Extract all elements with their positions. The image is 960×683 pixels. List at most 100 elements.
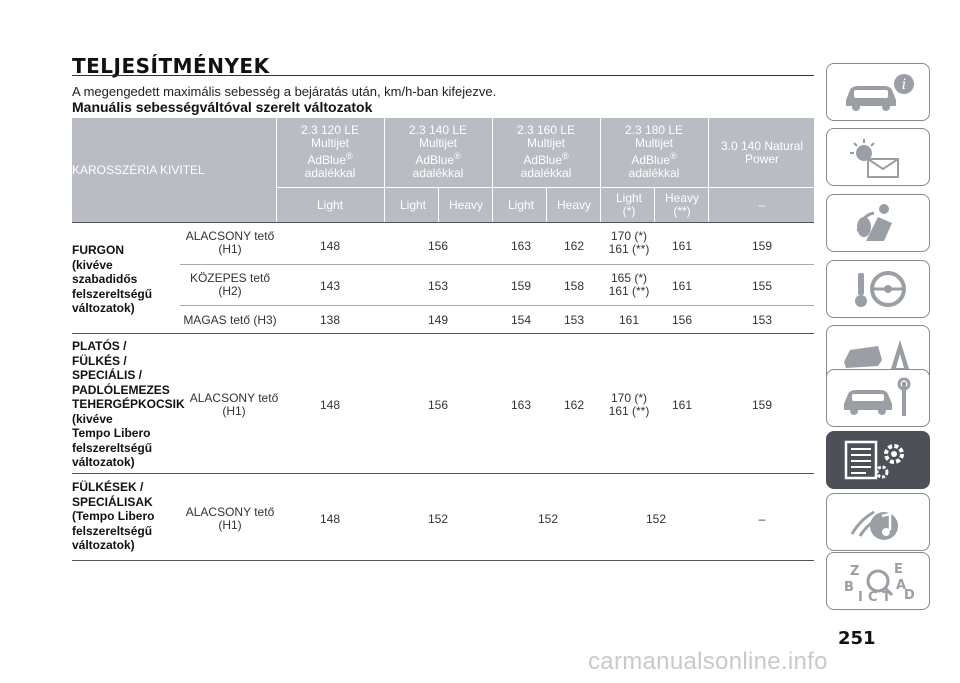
subtitle: A megengedett maximális sebesség a bejár…: [72, 84, 497, 99]
speed-value: 170 (*) 161 (**): [608, 229, 650, 256]
roof-type: MAGAS tető (H3): [183, 313, 277, 327]
subheader: Light (*): [615, 191, 643, 218]
speed-value: 161: [671, 398, 693, 412]
engine-header: 2.3 160 LE Multijet AdBlue® adalékkal: [516, 123, 576, 180]
speed-value: 159: [751, 398, 773, 412]
speed-value: 143: [319, 279, 341, 293]
sub-vsep: [546, 187, 547, 222]
speed-value: 148: [319, 398, 341, 412]
speed-value: 148: [319, 239, 341, 253]
speed-value: 156: [671, 313, 693, 327]
speed-value: 152: [427, 512, 449, 526]
speed-value: 162: [563, 239, 585, 253]
row-divider: [72, 473, 814, 474]
vehicle-type: FÜLKÉSEK / SPECIÁLISAK (Tempo Libero fel…: [72, 480, 155, 552]
roof-type: ALACSONY tető (H1): [185, 229, 275, 256]
speed-value: 163: [510, 239, 532, 253]
speed-value: 153: [751, 313, 773, 327]
speed-value: 158: [563, 279, 585, 293]
roof-type: ALACSONY tető (H1): [189, 391, 279, 418]
svg-text:D: D: [904, 588, 915, 603]
sub-vsep: [654, 187, 655, 222]
chapter-tab[interactable]: [826, 431, 930, 489]
subheader: Light: [507, 198, 535, 212]
speed-value: 152: [645, 512, 667, 526]
vehicle-type: PLATÓS / FÜLKÉS / SPECIÁLIS / PADLÓLEMEZ…: [72, 339, 185, 469]
header-vsep: [708, 118, 709, 222]
speed-value: 161: [671, 239, 693, 253]
header-hsep: [276, 187, 814, 188]
section-title: Manuális sebességváltóval szerelt változ…: [72, 99, 373, 115]
page-number: 251: [838, 628, 876, 649]
speed-value: 153: [427, 279, 449, 293]
roof-type: KÖZEPES tető (H2): [189, 271, 271, 298]
chapter-tab[interactable]: [826, 260, 930, 318]
engine-header: 2.3 140 LE Multijet AdBlue® adalékkal: [408, 123, 468, 180]
header-vsep: [384, 118, 385, 222]
steering-key-icon: [855, 271, 906, 307]
svg-text:C: C: [868, 590, 878, 603]
svg-text:A: A: [896, 578, 906, 593]
speed-value: 156: [427, 239, 449, 253]
svg-text:T: T: [882, 590, 891, 603]
speed-value: 154: [510, 313, 532, 327]
row-divider: [180, 264, 814, 265]
speed-value: 161: [671, 279, 693, 293]
speed-value: 156: [427, 398, 449, 412]
svg-text:I: I: [858, 590, 863, 603]
speed-value: 148: [319, 512, 341, 526]
row-divider: [180, 305, 814, 306]
technical-data-icon: [844, 440, 904, 480]
engine-header: 2.3 180 LE Multijet AdBlue® adalékkal: [624, 123, 684, 180]
chapter-tab[interactable]: [826, 369, 930, 427]
vehicle-type: FURGON (kivéve szabadidős felszereltségű…: [72, 243, 153, 315]
subheader: Heavy: [556, 198, 591, 212]
speed-value: 161: [618, 313, 640, 327]
speed-value: 155: [751, 279, 773, 293]
chapter-tab[interactable]: i: [826, 63, 930, 121]
safety-airbag-icon: [856, 204, 892, 241]
subheader: Heavy (**): [664, 191, 699, 218]
speed-value: 149: [427, 313, 449, 327]
table-header: [72, 118, 814, 222]
speed-value: –: [758, 512, 766, 526]
subheader: –: [758, 198, 766, 212]
subheader: Light: [316, 198, 344, 212]
maintenance-icon: [844, 377, 911, 416]
warning-lights-icon: [850, 139, 899, 178]
header-vsep: [492, 118, 493, 222]
row-divider: [72, 333, 814, 334]
engine-header: 3.0 140 Natural Power: [720, 139, 804, 166]
header-vsep: [276, 118, 277, 222]
header-vsep: [600, 118, 601, 222]
speed-value: 152: [537, 512, 559, 526]
chapter-tab[interactable]: [826, 194, 930, 252]
chapter-tab[interactable]: [826, 128, 930, 186]
page-title: TELJESÍTMÉNYEK: [72, 54, 270, 78]
speed-value: 170 (*) 161 (**): [608, 391, 650, 418]
svg-text:i: i: [902, 77, 906, 93]
svg-text:E: E: [894, 562, 903, 577]
car-info-icon: i: [846, 74, 914, 111]
row-divider: [72, 560, 814, 561]
engine-header: 2.3 120 LE Multijet AdBlue® adalékkal: [300, 123, 360, 180]
speed-value: 153: [563, 313, 585, 327]
speed-value: 163: [510, 398, 532, 412]
row-divider: [72, 222, 814, 223]
title-rule: [72, 75, 814, 76]
speed-value: 162: [563, 398, 585, 412]
speed-value: 159: [751, 239, 773, 253]
watermark: carmanualsonline.info: [588, 648, 828, 675]
speed-value: 159: [510, 279, 532, 293]
roof-type: ALACSONY tető (H1): [185, 505, 275, 532]
multimedia-icon: [850, 510, 898, 540]
svg-text:B: B: [844, 580, 854, 595]
chapter-tab[interactable]: [826, 493, 930, 551]
subheader: Heavy: [448, 198, 483, 212]
emergency-icon: [844, 340, 910, 372]
corner-header: KAROSSZÉRIA KIVITEL: [72, 163, 205, 177]
sub-vsep: [438, 187, 439, 222]
speed-value: 138: [319, 313, 341, 327]
